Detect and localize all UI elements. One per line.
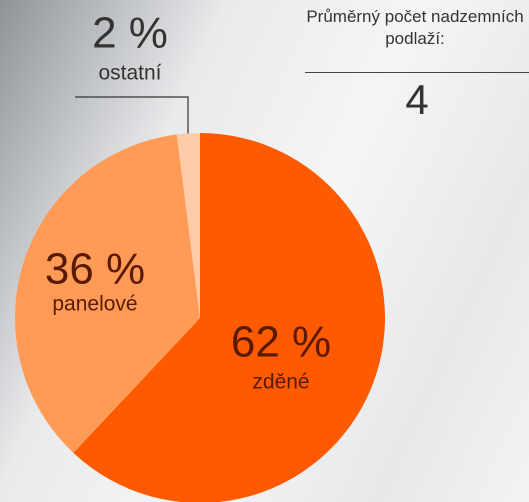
stat-label: Průměrný počet nadzemních podlaží: [300, 6, 529, 50]
category-label: zděné [252, 371, 309, 394]
stat-rule [305, 72, 529, 73]
leader-line [75, 97, 188, 135]
category-label: panelové [52, 293, 137, 316]
value-label: 2 % [92, 9, 168, 58]
value-label: 36 % [45, 245, 145, 294]
category-label: ostatní [98, 62, 161, 85]
value-label: 62 % [231, 318, 331, 367]
page: 62 % zděné 36 %panelové 2 % ostatní Průměrný… [0, 0, 529, 502]
stat-value: 4 [305, 76, 529, 124]
